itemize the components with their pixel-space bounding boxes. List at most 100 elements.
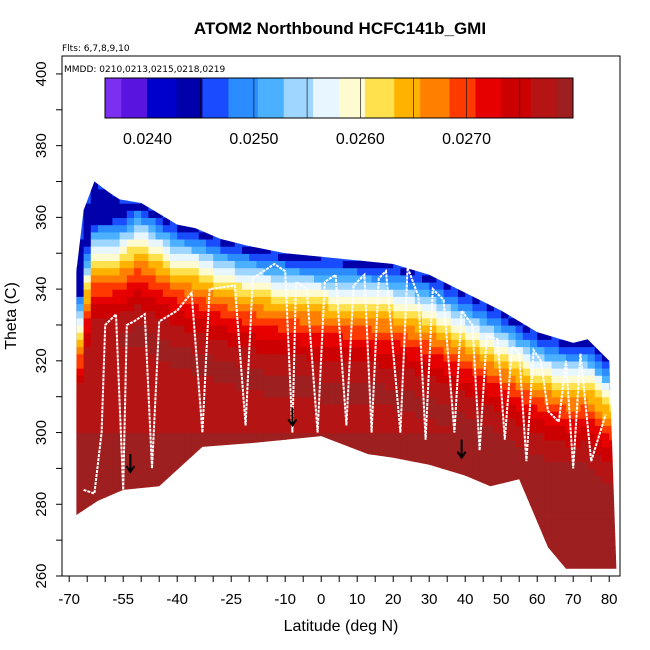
heatmap-cell (494, 511, 502, 520)
heatmap-cell (407, 317, 416, 326)
heatmap-cell (90, 181, 99, 183)
heatmap-cell (414, 246, 423, 254)
heatmap-cell (220, 203, 229, 211)
heatmap-cell (407, 253, 416, 261)
heatmap-cell (299, 554, 308, 563)
heatmap-cell (191, 525, 200, 534)
heatmap-cell (227, 203, 236, 211)
heatmap-cell (242, 525, 250, 534)
heatmap-cell (314, 289, 322, 297)
heatmap-cell (170, 181, 178, 190)
heatmap-cell (400, 267, 409, 276)
heatmap-cell (494, 533, 502, 541)
colorbar-cell (443, 78, 447, 118)
heatmap-cell (306, 475, 315, 484)
heatmap-cell (357, 475, 365, 484)
heatmap-cell (602, 195, 610, 204)
heatmap-cell (465, 454, 473, 462)
heatmap-cell (220, 346, 229, 355)
heatmap-cell (306, 267, 315, 276)
heatmap-cell (443, 310, 452, 319)
heatmap-cell (234, 382, 243, 391)
heatmap-cell (371, 475, 380, 484)
heatmap-cell (198, 482, 207, 491)
heatmap-cell (105, 353, 113, 362)
heatmap-cell (465, 274, 473, 283)
heatmap-cell (580, 274, 589, 283)
heatmap-cell (170, 231, 178, 240)
heatmap-cell (249, 188, 257, 197)
heatmap-cell (357, 554, 365, 563)
heatmap-cell (594, 253, 603, 261)
heatmap-cell (83, 310, 92, 319)
heatmap-cell (321, 267, 329, 276)
heatmap-cell (220, 511, 229, 520)
heatmap-cell (126, 360, 135, 369)
heatmap-cell (105, 432, 113, 441)
heatmap-cell (299, 310, 308, 319)
y-tick-label: 320 (33, 348, 50, 373)
heatmap-cell (378, 274, 387, 283)
heatmap-cell (213, 238, 221, 247)
heatmap-cell (227, 303, 236, 312)
heatmap-cell (386, 210, 394, 218)
colorbar-cell (537, 78, 541, 118)
heatmap-cell (594, 317, 603, 326)
heatmap-cell (184, 518, 193, 527)
heatmap-cell (443, 432, 452, 441)
heatmap-cell (515, 454, 524, 462)
heatmap-cell (609, 188, 617, 197)
heatmap-cell (177, 454, 185, 462)
heatmap-cell (112, 368, 121, 376)
heatmap-cell (450, 533, 459, 541)
heatmap-cell (458, 547, 466, 556)
heatmap-cell (119, 382, 128, 391)
heatmap-cell (76, 432, 85, 441)
heatmap-cell (465, 360, 473, 369)
heatmap-cell (227, 210, 236, 218)
heatmap-cell (83, 382, 92, 391)
heatmap-cell (400, 511, 409, 520)
heatmap-cell (364, 289, 373, 297)
heatmap-cell (162, 511, 171, 520)
heatmap-cell (206, 325, 214, 333)
heatmap-cell (566, 346, 574, 355)
heatmap-cell (551, 439, 560, 448)
heatmap-cell (371, 382, 380, 391)
heatmap-cell (126, 489, 135, 498)
heatmap-cell (494, 482, 502, 491)
heatmap-cell (134, 303, 142, 312)
heatmap-cell (400, 454, 409, 462)
heatmap-cell (609, 547, 617, 556)
heatmap-cell (285, 231, 293, 240)
heatmap-cell (580, 504, 589, 513)
heatmap-cell (76, 368, 85, 376)
heatmap-cell (206, 425, 214, 434)
heatmap-cell (357, 217, 365, 226)
heatmap-cell (508, 317, 517, 326)
heatmap-cell (184, 346, 193, 355)
heatmap-cell (544, 325, 553, 333)
heatmap-cell (508, 267, 517, 276)
colorbar-cell (306, 78, 311, 118)
heatmap-cell (522, 375, 531, 383)
heatmap-cell (220, 403, 229, 412)
heatmap-cell (321, 368, 329, 376)
heatmap-cell (537, 267, 545, 276)
heatmap-cell (76, 547, 77, 556)
heatmap-cell (501, 446, 509, 455)
heatmap-cell (587, 368, 596, 376)
heatmap-cell (206, 368, 214, 376)
heatmap-cell (515, 238, 524, 247)
colorbar-cell (293, 78, 298, 118)
heatmap-cell (566, 231, 574, 240)
heatmap-cell (544, 246, 553, 254)
heatmap-cell (105, 253, 113, 261)
heatmap-cell (465, 332, 473, 340)
heatmap-cell (566, 540, 574, 548)
heatmap-cell (609, 217, 617, 226)
heatmap-cell (400, 403, 409, 412)
heatmap-cell (537, 217, 545, 226)
heatmap-cell (112, 224, 121, 233)
heatmap-cell (263, 432, 272, 441)
